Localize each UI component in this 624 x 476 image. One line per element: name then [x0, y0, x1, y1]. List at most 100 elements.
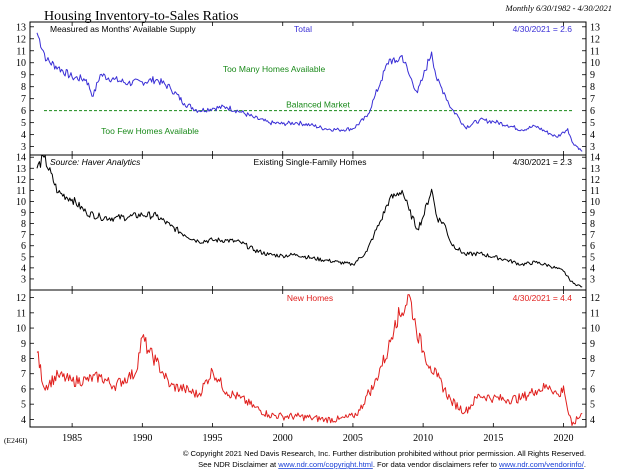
existing-ytick-label-right: 14: [590, 153, 600, 164]
xtick-label: 1990: [132, 433, 152, 444]
new-ytick-label-right: 11: [590, 308, 600, 319]
xtick-label: 2015: [483, 433, 503, 444]
chart-code: (E246I): [4, 436, 28, 445]
existing-ytick-label-left: 3: [21, 274, 26, 285]
existing-ytick-label-left: 13: [16, 164, 26, 175]
existing-title: Existing Single-Family Homes: [254, 157, 367, 167]
new-ytick-label-right: 12: [590, 293, 600, 304]
total-ytick-label-right: 5: [590, 118, 595, 129]
new-title: New Homes: [287, 293, 333, 303]
total-ytick-label-left: 13: [16, 22, 26, 33]
total-ytick-label-left: 12: [16, 34, 26, 45]
existing-ytick-label-left: 5: [21, 252, 26, 263]
new-ytick-label-left: 12: [16, 293, 26, 304]
total-ytick-label-right: 4: [590, 130, 595, 141]
disclaimer-text: See NDR Disclaimer at www.ndr.com/copyri…: [198, 460, 586, 469]
existing-ytick-label-right: 9: [590, 208, 595, 219]
new-ytick-label-left: 10: [16, 324, 26, 335]
copyright-link[interactable]: www.ndr.com/copyright.html: [277, 460, 373, 469]
new-ytick-label-right: 8: [590, 354, 595, 365]
existing-series-line: [36, 155, 583, 288]
xtick-label: 2005: [343, 433, 363, 444]
total-ytick-label-left: 10: [16, 58, 26, 69]
total-series-line: [36, 32, 583, 152]
new-ytick-label-right: 7: [590, 369, 595, 380]
new-ytick-label-right: 6: [590, 384, 595, 395]
total-ytick-label-right: 10: [590, 58, 600, 69]
total-ytick-label-left: 5: [21, 118, 26, 129]
existing-ytick-label-left: 7: [21, 230, 26, 241]
vendor-info-link[interactable]: www.ndr.com/vendorinfo/: [498, 460, 585, 469]
existing-ytick-label-left: 11: [16, 186, 26, 197]
total-ytick-label-right: 6: [590, 106, 595, 117]
total-ytick-label-left: 11: [16, 46, 26, 57]
panel-new-frame: [29, 289, 587, 428]
disclaimer-prefix: See NDR Disclaimer at: [198, 460, 278, 469]
new-ytick-label-left: 4: [21, 415, 26, 426]
existing-value-label: 4/30/2021 = 2.3: [513, 157, 573, 167]
existing-ytick-label-right: 4: [590, 263, 595, 274]
xtick-label: 2000: [273, 433, 293, 444]
total-ytick-label-right: 8: [590, 82, 595, 93]
total-ytick-label-left: 9: [21, 70, 26, 81]
total-ytick-label-left: 7: [21, 94, 26, 105]
total-title: Total: [294, 24, 312, 34]
disclaimer-mid: . For data vendor disclaimers refer to: [373, 460, 499, 469]
existing-ytick-label-left: 12: [16, 175, 26, 186]
existing-ytick-label-right: 10: [590, 197, 600, 208]
existing-ytick-label-right: 8: [590, 219, 595, 230]
existing-ytick-label-left: 8: [21, 219, 26, 230]
copyright-text: © Copyright 2021 Ned Davis Research, Inc…: [183, 449, 586, 458]
new-ytick-label-right: 9: [590, 339, 595, 350]
total-ytick-label-left: 4: [21, 130, 26, 141]
xtick-label: 2010: [413, 433, 433, 444]
total-ytick-label-right: 11: [590, 46, 600, 57]
xtick-label: 1985: [62, 433, 82, 444]
total-ytick-label-right: 7: [590, 94, 595, 105]
existing-ytick-label-right: 7: [590, 230, 595, 241]
total-ytick-label-left: 6: [21, 106, 26, 117]
new-ytick-label-right: 10: [590, 324, 600, 335]
new-ytick-label-right: 5: [590, 400, 595, 411]
xtick-label: 2020: [554, 433, 574, 444]
existing-ytick-label-right: 11: [590, 186, 600, 197]
new-ytick-label-left: 9: [21, 339, 26, 350]
existing-ytick-label-right: 6: [590, 241, 595, 252]
disclaimer-end: .: [584, 460, 586, 469]
new-value-label: 4/30/2021 = 4.4: [513, 293, 573, 303]
total-ytick-label-left: 8: [21, 82, 26, 93]
existing-ytick-label-left: 14: [16, 153, 26, 164]
total-ytick-label-right: 9: [590, 70, 595, 81]
new-ytick-label-left: 6: [21, 384, 26, 395]
existing-source: Source: Haver Analytics: [50, 157, 141, 167]
new-series-line: [36, 294, 583, 426]
new-ytick-label-left: 5: [21, 400, 26, 411]
total-ytick-label-left: 3: [21, 142, 26, 153]
existing-ytick-label-left: 6: [21, 241, 26, 252]
new-ytick-label-left: 7: [21, 369, 26, 380]
balanced-market-label: Balanced Market: [286, 100, 350, 110]
annotation-too-many: Too Many Homes Available: [223, 64, 326, 74]
xtick-label: 1995: [203, 433, 223, 444]
existing-ytick-label-left: 9: [21, 208, 26, 219]
existing-ytick-label-left: 4: [21, 263, 26, 274]
existing-ytick-label-right: 3: [590, 274, 595, 285]
total-value-label: 4/30/2021 = 2.6: [513, 24, 573, 34]
chart-title: Housing Inventory-to-Sales Ratios: [44, 9, 238, 24]
total-ytick-label-right: 12: [590, 34, 600, 45]
new-ytick-label-left: 11: [16, 308, 26, 319]
panel-existing-frame: [29, 154, 587, 291]
existing-ytick-label-left: 10: [16, 197, 26, 208]
new-ytick-label-right: 4: [590, 415, 595, 426]
annotation-too-few: Too Few Homes Available: [101, 126, 199, 136]
existing-ytick-label-right: 13: [590, 164, 600, 175]
date-range: Monthly 6/30/1982 - 4/30/2021: [505, 3, 612, 13]
existing-ytick-label-right: 12: [590, 175, 600, 186]
new-ytick-label-left: 8: [21, 354, 26, 365]
total-ytick-label-right: 3: [590, 142, 595, 153]
total-ytick-label-right: 13: [590, 22, 600, 33]
existing-ytick-label-right: 5: [590, 252, 595, 263]
total-subtitle: Measured as Months' Available Supply: [50, 24, 196, 34]
